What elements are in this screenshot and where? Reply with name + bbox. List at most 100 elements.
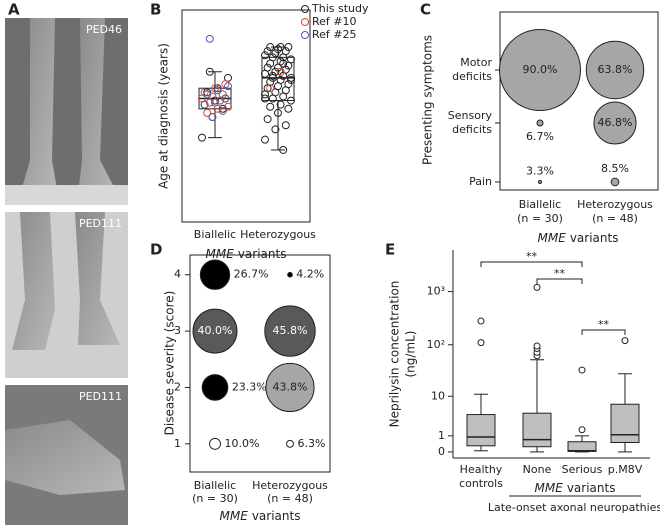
x-tick-label: Heterozygous [240, 228, 316, 241]
data-label: 40.0% [198, 324, 233, 337]
x-tick-label: Healthycontrols [459, 463, 503, 490]
x-tick-label: Heterozygous [252, 479, 328, 492]
significance-label: ** [598, 318, 610, 331]
legend-label: Ref #25 [312, 28, 357, 41]
data-label: 90.0% [523, 63, 558, 76]
bubble [200, 260, 229, 289]
x-tick-label: p.M8V [608, 463, 643, 476]
x-tick-label: Biallelic [519, 198, 561, 211]
axis-label: (ng/mL) [404, 330, 418, 377]
bubble [202, 375, 228, 401]
panel-label: C [420, 1, 431, 19]
y-tick-label: 1 [174, 437, 181, 450]
axis-label: Presenting symptoms [421, 35, 435, 165]
legend-marker [302, 19, 309, 26]
legend-label: Ref #10 [312, 15, 357, 28]
text-line: Motor [460, 56, 492, 69]
y-tick-label: 0 [438, 445, 445, 458]
axis-label: Neprilysin concentration [388, 281, 402, 428]
plot-frame [182, 10, 310, 222]
photo [5, 385, 128, 525]
data-label: 6.7% [526, 130, 554, 143]
bubble [611, 178, 619, 186]
text-line: deficits [452, 123, 492, 136]
x-tick-label: Serious [562, 463, 603, 476]
y-tick-label: Sensorydeficits [448, 109, 493, 136]
panel-label: A [8, 1, 20, 19]
data-label: 63.8% [598, 63, 633, 76]
axis-label-text: variants [567, 481, 616, 495]
axis-label: Age at diagnosis (years) [157, 43, 171, 189]
data-label: 6.3% [297, 437, 325, 450]
x-tick-note: (n = 48) [592, 212, 638, 225]
text-line: controls [459, 477, 503, 490]
panel-label: B [150, 1, 161, 19]
photo-label: PED46 [86, 23, 122, 36]
data-label: 45.8% [273, 324, 308, 337]
y-tick-label: 1 [438, 429, 445, 442]
outlier [622, 338, 628, 344]
box [568, 442, 596, 452]
outlier [534, 284, 540, 290]
bubble [288, 272, 293, 277]
data-label: 43.8% [273, 380, 308, 393]
axis-label-italic: MME [206, 247, 235, 261]
legend-marker [302, 6, 309, 13]
group-label: Late-onset axonal neuropathies [488, 501, 660, 514]
axis-label: MMEvariants [206, 247, 287, 261]
panel-label: E [385, 241, 395, 259]
outlier [478, 318, 484, 324]
axis-label: Disease severity (score) [163, 291, 177, 436]
y-tick-label: 10² [427, 338, 445, 351]
axis-label-text: variants [252, 509, 301, 523]
photo [5, 212, 128, 378]
panel-label: D [150, 241, 162, 259]
data-label: 23.3% [232, 380, 267, 393]
data-label: 3.3% [526, 165, 554, 178]
data-label: 26.7% [234, 268, 269, 281]
bubble [537, 120, 543, 126]
axis-label-text: variants [238, 247, 287, 261]
y-tick-label: 10 [431, 389, 445, 402]
data-label: 10.0% [225, 437, 260, 450]
axis-label-italic: MME [535, 481, 564, 495]
box [523, 413, 551, 447]
significance-label: ** [526, 250, 538, 263]
y-tick-label: Motordeficits [452, 56, 492, 83]
x-tick-label: None [523, 463, 552, 476]
x-tick-label: Biallelic [194, 228, 236, 241]
legend-label: This study [311, 2, 369, 15]
data-point [285, 105, 292, 112]
x-tick-label: Biallelic [194, 479, 236, 492]
y-tick-label: 4 [174, 268, 181, 281]
axis-label: MMEvariants [535, 481, 616, 495]
y-tick-label: 10³ [427, 285, 445, 298]
data-point [282, 122, 289, 129]
photo-label: PED111 [79, 390, 122, 403]
axis-label: MMEvariants [220, 509, 301, 523]
data-point [262, 136, 269, 143]
bubble [287, 440, 294, 447]
x-tick-note: (n = 48) [267, 492, 313, 505]
bubble [210, 438, 221, 449]
data-point [199, 134, 206, 141]
axis-label-italic: MME [220, 509, 249, 523]
significance-label: ** [554, 267, 566, 280]
outlier [478, 340, 484, 346]
axis-label-italic: MME [538, 231, 567, 245]
y-tick-label: Pain [469, 175, 492, 188]
box [611, 404, 639, 442]
data-point [206, 35, 213, 42]
data-point [267, 103, 274, 110]
x-tick-note: (n = 30) [517, 212, 563, 225]
box [467, 415, 495, 446]
text-line: Sensory [448, 109, 493, 122]
axis-label: MMEvariants [538, 231, 619, 245]
data-label: 4.2% [296, 268, 324, 281]
photo-label: PED111 [79, 217, 122, 230]
axis-label-text: variants [570, 231, 619, 245]
text-line: Healthy [460, 463, 503, 476]
text-line: deficits [452, 70, 492, 83]
bubble [539, 181, 542, 184]
